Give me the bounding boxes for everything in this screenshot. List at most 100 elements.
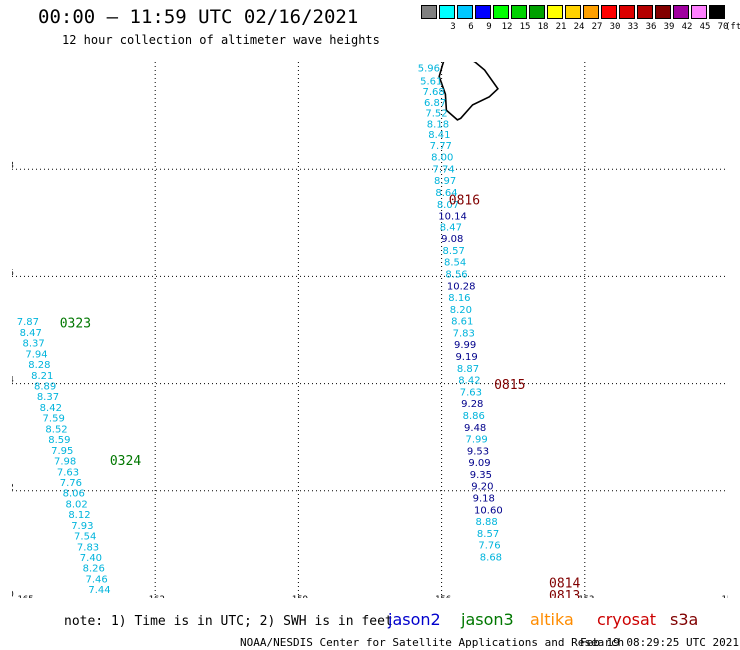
wave-height-value: 8.02 <box>65 499 87 510</box>
wave-height-value: 8.42 <box>40 403 62 414</box>
wave-height-value: 6.87 <box>424 98 446 109</box>
scale-swatch <box>709 5 725 19</box>
wave-height-value: 7.94 <box>25 349 47 360</box>
scale-label: 27 <box>591 22 603 32</box>
scale-swatch <box>673 5 689 19</box>
wave-height-value: 7.59 <box>43 414 65 425</box>
scale-label: 36 <box>645 22 657 32</box>
wave-height-value: 8.86 <box>463 411 485 422</box>
scale-label: 3 <box>450 22 456 32</box>
wave-height-value: 8.18 <box>427 119 449 130</box>
satellite-legend-cryosat: cryosat <box>597 610 657 629</box>
scale-swatch <box>547 5 563 19</box>
wave-height-value: 8.68 <box>480 552 502 563</box>
wave-height-value: 7.83 <box>77 542 99 553</box>
scale-label: 6 <box>468 22 474 32</box>
wave-height-value: 8.21 <box>31 371 53 382</box>
wave-height-value: 9.08 <box>441 234 463 245</box>
wave-height-value: 7.87 <box>17 317 39 328</box>
wave-height-value: 9.19 <box>455 352 477 363</box>
lat-tick-label: 12 <box>12 483 14 493</box>
wave-height-value: 8.89 <box>34 381 56 392</box>
wave-height-value: 7.44 <box>88 585 110 596</box>
wave-height-value: 7.99 <box>465 435 487 446</box>
credit-line: NOAA/NESDIS Center for Satellite Applica… <box>240 636 625 649</box>
scale-swatch <box>439 5 455 19</box>
lon-tick-label: -165 <box>12 595 34 598</box>
scale-label: 24 <box>573 22 585 32</box>
wave-height-value: 8.47 <box>440 222 462 233</box>
wave-height-value: 8.00 <box>431 153 453 164</box>
wave-height-value: 7.74 <box>433 164 455 175</box>
generated-timestamp: Feb 19 08:29:25 UTC 2021 <box>580 636 739 649</box>
pass-time-label: 0814 <box>549 576 580 591</box>
wave-height-value: 9.35 <box>470 470 492 481</box>
lat-tick-label: 16 <box>12 268 14 278</box>
wave-height-value: 9.20 <box>471 482 493 493</box>
wave-height-value: 7.77 <box>430 141 452 152</box>
wave-height-value: 7.63 <box>460 387 482 398</box>
lon-tick-label: -15 <box>716 595 728 598</box>
wave-height-value: 8.06 <box>63 489 85 500</box>
wave-height-map: -165 -162 -159 -156 -153 -15 20 18 16 14 12 10 5.96… <box>12 62 728 598</box>
lat-tick-label: 14 <box>12 376 14 386</box>
map-grid: -165 -162 -159 -156 -153 -15 20 18 16 14 12 10 <box>12 62 728 598</box>
scale-label: 30 <box>609 22 621 32</box>
lat-tick-label: 20 <box>12 62 14 64</box>
wave-height-value: 9.09 <box>468 458 490 469</box>
wave-height-value: 8.20 <box>450 305 472 316</box>
wave-height-value: 10.28 <box>447 281 476 292</box>
pass-time-label: 0816 <box>449 194 480 209</box>
page-title: 00:00 – 11:59 UTC 02/16/2021 <box>38 6 359 28</box>
lon-tick-label: -153 <box>573 595 595 598</box>
scale-label: 45 <box>699 22 711 32</box>
scale-label: 70 <box>717 22 729 32</box>
wave-height-value: 8.52 <box>45 424 67 435</box>
wave-height-value: 8.64 <box>435 188 457 199</box>
wave-height-value: 7.63 <box>57 467 79 478</box>
satellite-legend-s3a: s3a <box>670 610 699 629</box>
wave-height-value: 8.28 <box>28 360 50 371</box>
scale-swatch <box>565 5 581 19</box>
wave-height-value: 8.12 <box>68 510 90 521</box>
wave-height-value: 8.88 <box>475 517 497 528</box>
lon-tick-label: -159 <box>286 595 308 598</box>
wave-height-value: 7.46 <box>86 574 108 585</box>
scale-label: 9 <box>486 22 492 32</box>
wave-height-value: 5.96 <box>418 64 440 75</box>
scale-swatch <box>511 5 527 19</box>
wave-height-value: 8.07 <box>437 200 459 211</box>
wave-height-value: 9.28 <box>461 399 483 410</box>
satellite-legend-jason2: jason2 <box>388 610 441 629</box>
wave-height-value: 7.68 <box>423 87 445 98</box>
pass-time-label: 0813 <box>549 589 580 598</box>
units-note: note: 1) Time is in UTC; 2) SWH is in fe… <box>64 614 393 629</box>
wave-height-value: 9.53 <box>467 446 489 457</box>
wave-height-value: 7.93 <box>71 521 93 532</box>
wave-height-value: 7.83 <box>453 328 475 339</box>
wave-height-value: 7.40 <box>80 553 102 564</box>
wave-height-value: 7.76 <box>478 541 500 552</box>
wave-height-value: 8.59 <box>48 435 70 446</box>
scale-label: 18 <box>537 22 549 32</box>
wave-height-value: 7.98 <box>54 457 76 468</box>
wave-height-values: 5.96 5.617.686.877.528.188.417.778.007.74… <box>17 64 503 597</box>
pass-time-label: 0323 <box>60 316 91 331</box>
scale-swatch <box>691 5 707 19</box>
wave-height-value: 10.14 <box>438 212 467 223</box>
scale-swatch <box>421 5 437 19</box>
satellite-legend-jason3: jason3 <box>461 610 514 629</box>
pass-time-label: 0815 <box>494 378 525 393</box>
coastline <box>438 62 499 121</box>
scale-label: 15 <box>519 22 531 32</box>
scale-swatch <box>619 5 635 19</box>
wave-height-value: 8.37 <box>23 339 45 350</box>
wave-height-value: 9.99 <box>454 340 476 351</box>
scale-label: 33 <box>627 22 639 32</box>
satellite-legend-altika: altika <box>530 610 574 629</box>
scale-swatch <box>529 5 545 19</box>
wave-height-value: 8.37 <box>37 392 59 403</box>
wave-height-value: 8.61 <box>451 317 473 328</box>
scale-swatch <box>637 5 653 19</box>
